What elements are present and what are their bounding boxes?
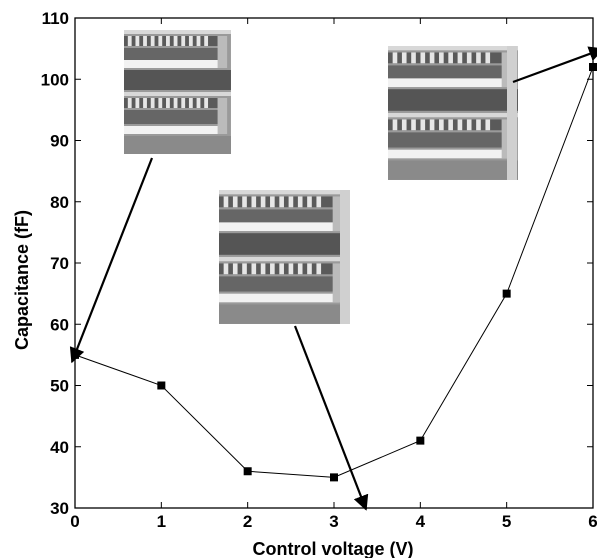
x-axis-label: Control voltage (V) (253, 539, 414, 558)
inset-micrograph-6v (388, 46, 518, 180)
y-tick-label: 110 (42, 9, 69, 28)
x-tick-label: 6 (588, 512, 597, 531)
x-tick-label: 5 (502, 512, 511, 531)
axis-ticks: 0 1 2 3 4 5 6 30 40 50 60 70 80 90 100 110 (41, 9, 597, 531)
y-tick-label: 40 (50, 438, 69, 457)
data-point-marker (157, 381, 166, 390)
x-tick-label: 0 (70, 512, 79, 531)
x-tick-label: 3 (329, 512, 338, 531)
inset-micrograph-3v (219, 190, 349, 324)
x-tick-label: 2 (243, 512, 252, 531)
inset-scale-strip-3v (340, 190, 350, 324)
x-tick-label: 4 (416, 512, 426, 531)
y-tick-label: 60 (50, 315, 69, 334)
annotation-arrow (293, 325, 369, 511)
annotation-arrow (512, 46, 597, 84)
inset-scale-strip-6v (507, 46, 517, 180)
y-tick-label: 30 (50, 499, 69, 518)
inset-micrograph-0v (124, 30, 231, 154)
y-tick-label: 70 (50, 254, 69, 273)
y-tick-label: 50 (50, 377, 69, 396)
annotation-arrows (69, 46, 597, 511)
y-tick-label: 100 (41, 70, 69, 89)
y-tick-label: 90 (50, 132, 69, 151)
data-point-marker (330, 473, 338, 482)
annotation-arrow (69, 157, 154, 364)
y-tick-label: 80 (50, 193, 69, 212)
data-point-marker (243, 467, 252, 476)
y-axis-label: Capacitance (fF) (12, 210, 32, 350)
data-point-marker (416, 436, 425, 445)
insets (124, 30, 518, 324)
x-tick-label: 1 (157, 512, 166, 531)
data-point-marker (589, 63, 597, 71)
data-point-marker (502, 289, 511, 298)
